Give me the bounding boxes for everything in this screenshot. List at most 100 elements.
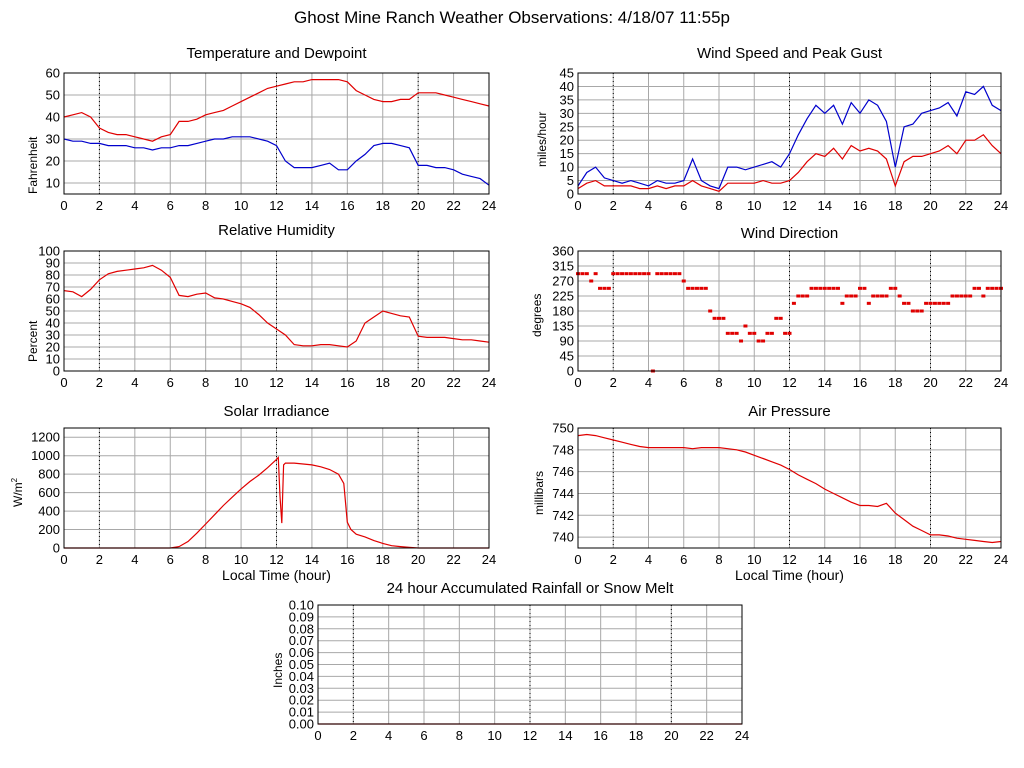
data-point (880, 294, 885, 298)
x-tick-label: 18 (376, 552, 390, 567)
x-tick-label: 24 (482, 375, 496, 390)
x-tick-label: 20 (923, 198, 937, 213)
x-tick-label: 18 (888, 375, 902, 390)
data-point (950, 294, 955, 298)
data-point (959, 294, 964, 298)
y-tick-label: 0.06 (289, 645, 314, 660)
xlabel-pressure: Local Time (hour) (735, 567, 844, 583)
x-tick-label: 24 (482, 198, 496, 213)
data-point (602, 286, 607, 290)
y-tick-label: 200 (38, 522, 60, 537)
data-point (743, 324, 748, 328)
plot-frame (63, 250, 490, 372)
x-tick-label: 4 (131, 198, 138, 213)
data-point (844, 294, 849, 298)
y-tick-label: 600 (38, 485, 60, 500)
y-tick-label: 0.07 (289, 633, 314, 648)
x-tick-label: 0 (60, 552, 67, 567)
data-point (796, 294, 801, 298)
data-point (805, 294, 810, 298)
x-tick-label: 16 (853, 552, 867, 567)
x-tick-label: 0 (60, 375, 67, 390)
y-tick-label: 5 (567, 173, 574, 188)
y-tick-label: 744 (552, 486, 574, 501)
x-tick-label: 10 (747, 552, 761, 567)
data-point (747, 331, 752, 335)
data-point (791, 301, 796, 305)
data-point (633, 272, 638, 276)
y-tick-label: 750 (552, 421, 574, 436)
x-tick-label: 4 (645, 552, 652, 567)
data-point (756, 339, 761, 343)
series-line-1 (63, 264, 490, 348)
x-tick-label: 14 (305, 198, 319, 213)
data-point (620, 272, 625, 276)
x-tick-label: 2 (350, 728, 357, 743)
x-tick-label: 8 (715, 375, 722, 390)
y-tick-label: 135 (552, 319, 574, 334)
x-tick-label: 6 (420, 728, 427, 743)
chart-title-temperature: Temperature and Dewpoint (186, 45, 367, 62)
data-point (725, 331, 730, 335)
data-point (941, 301, 946, 305)
data-point (875, 294, 880, 298)
xlabel-solar: Local Time (hour) (222, 567, 331, 583)
x-tick-label: 20 (664, 728, 678, 743)
x-tick-label: 16 (340, 552, 354, 567)
data-point (902, 301, 907, 305)
series-line-2 (577, 134, 1002, 192)
y-tick-label: 0.00 (289, 717, 314, 732)
x-tick-label: 0 (314, 728, 321, 743)
x-tick-label: 10 (747, 375, 761, 390)
x-tick-label: 4 (131, 375, 138, 390)
data-point (659, 272, 664, 276)
x-tick-label: 16 (853, 375, 867, 390)
data-point (963, 294, 968, 298)
x-tick-label: 12 (269, 375, 283, 390)
y-tick-label: 60 (46, 66, 60, 81)
plot-frame (577, 72, 1002, 195)
x-tick-label: 2 (96, 552, 103, 567)
chart-title-pressure: Air Pressure (748, 403, 831, 420)
x-tick-label: 4 (385, 728, 392, 743)
data-point (672, 272, 677, 276)
plot-frame (577, 250, 1002, 372)
data-point (769, 331, 774, 335)
y-tick-label: 40 (46, 110, 60, 125)
y-tick-label: 45 (560, 349, 574, 364)
y-tick-label: 45 (560, 66, 574, 81)
data-point (611, 272, 616, 276)
data-point (972, 286, 977, 290)
data-point (646, 272, 651, 276)
x-tick-label: 0 (574, 375, 581, 390)
x-tick-label: 20 (923, 552, 937, 567)
chart-wdir: 0 2 4 6 8 10 12 14 16 18 20 22 240459013518022527031… (552, 244, 1008, 391)
y-tick-label: 360 (552, 244, 574, 259)
y-tick-label: 1000 (31, 448, 60, 463)
data-point (831, 286, 836, 290)
x-tick-label: 12 (523, 728, 537, 743)
plot-frame (317, 604, 743, 725)
y-tick-label: 90 (560, 334, 574, 349)
x-tick-label: 18 (888, 198, 902, 213)
x-tick-label: 24 (994, 552, 1008, 567)
y-tick-label: 0 (567, 364, 574, 379)
x-tick-label: 6 (167, 198, 174, 213)
data-point (976, 286, 981, 290)
y-tick-label: 315 (552, 259, 574, 274)
x-tick-label: 24 (994, 198, 1008, 213)
x-tick-label: 12 (782, 552, 796, 567)
data-point (888, 286, 893, 290)
x-tick-label: 22 (446, 375, 460, 390)
y-tick-label: 40 (46, 316, 60, 331)
y-tick-label: 10 (46, 176, 60, 191)
chart-title-wind-direction: Wind Direction (740, 225, 839, 242)
y-tick-label: 10 (46, 352, 60, 367)
x-tick-label: 22 (959, 552, 973, 567)
data-point (981, 294, 986, 298)
chart-title-wind-speed: Wind Speed and Peak Gust (696, 45, 883, 62)
data-point (924, 301, 929, 305)
data-point (835, 286, 840, 290)
plot-frame (63, 72, 490, 195)
